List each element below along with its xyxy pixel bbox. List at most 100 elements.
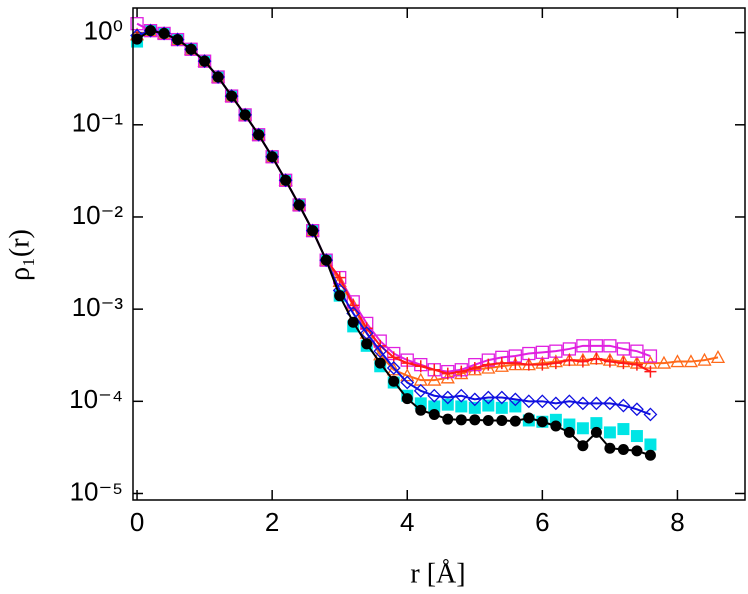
point — [536, 416, 548, 428]
point — [603, 339, 617, 353]
y-axis-title: ρ₁(r) — [4, 229, 35, 281]
point — [630, 358, 643, 371]
point — [401, 357, 414, 370]
point — [414, 360, 427, 373]
point — [576, 339, 590, 353]
point — [656, 355, 672, 369]
point — [670, 354, 685, 368]
point — [131, 33, 143, 45]
point — [590, 417, 603, 430]
point — [644, 449, 656, 461]
point — [563, 426, 575, 438]
point — [563, 418, 576, 431]
point — [643, 349, 658, 363]
point — [482, 414, 494, 426]
point — [697, 352, 712, 366]
point — [333, 271, 346, 284]
point — [563, 354, 576, 367]
point — [577, 440, 589, 452]
series-line — [136, 29, 651, 457]
point — [683, 354, 699, 368]
point — [293, 199, 305, 211]
point — [428, 400, 441, 413]
point — [589, 396, 604, 411]
point — [576, 355, 589, 368]
point — [644, 438, 657, 451]
point — [400, 368, 415, 382]
y-tick-label: 10⁻⁵ — [70, 476, 123, 506]
point — [710, 349, 726, 363]
point — [172, 34, 184, 46]
point — [199, 55, 211, 67]
point — [441, 367, 454, 380]
point — [400, 375, 415, 390]
point — [442, 413, 454, 425]
point — [509, 400, 522, 413]
point — [374, 357, 386, 369]
point — [509, 357, 522, 370]
y-tick-label: 10⁰ — [84, 16, 123, 46]
point — [604, 442, 616, 454]
point — [603, 355, 616, 368]
point — [226, 90, 238, 102]
point — [332, 274, 347, 288]
x-tick-label: 2 — [265, 507, 279, 537]
point — [482, 399, 495, 412]
point — [401, 393, 413, 405]
point — [630, 402, 644, 417]
point — [468, 401, 481, 414]
point — [494, 358, 509, 372]
point — [145, 25, 157, 37]
point — [535, 345, 550, 359]
point — [455, 414, 467, 426]
point — [549, 357, 562, 370]
point — [575, 396, 590, 411]
point — [185, 43, 197, 55]
point — [644, 365, 657, 378]
point — [413, 383, 428, 398]
plot-frame — [132, 7, 746, 501]
point — [602, 396, 617, 411]
point — [508, 392, 523, 407]
point — [440, 390, 455, 405]
point — [428, 408, 440, 420]
point — [643, 407, 658, 422]
point — [617, 444, 629, 456]
point — [616, 398, 631, 413]
point — [576, 422, 589, 435]
point — [428, 363, 441, 376]
point — [266, 151, 278, 163]
point — [521, 394, 536, 409]
point — [212, 71, 224, 83]
point — [415, 404, 427, 416]
point — [616, 342, 631, 356]
y-tick-label: 10⁻⁴ — [69, 384, 123, 414]
point — [590, 426, 602, 438]
point — [386, 361, 401, 375]
point — [617, 357, 630, 370]
point — [548, 396, 563, 411]
point — [320, 254, 332, 266]
point — [630, 344, 644, 358]
point — [455, 400, 468, 413]
point — [495, 357, 508, 370]
point — [522, 358, 535, 371]
point — [239, 109, 251, 121]
point — [630, 430, 643, 443]
point — [523, 412, 535, 424]
point — [361, 338, 373, 350]
point — [441, 398, 454, 411]
point — [388, 375, 400, 387]
point — [307, 225, 319, 237]
point — [496, 414, 508, 426]
x-tick-label: 6 — [535, 507, 549, 537]
point — [158, 27, 170, 39]
point — [495, 401, 508, 414]
y-tick-label: 10⁻³ — [72, 292, 124, 322]
point — [455, 365, 468, 378]
point — [427, 388, 442, 403]
point — [589, 339, 604, 353]
point — [509, 415, 521, 427]
point — [481, 360, 496, 374]
